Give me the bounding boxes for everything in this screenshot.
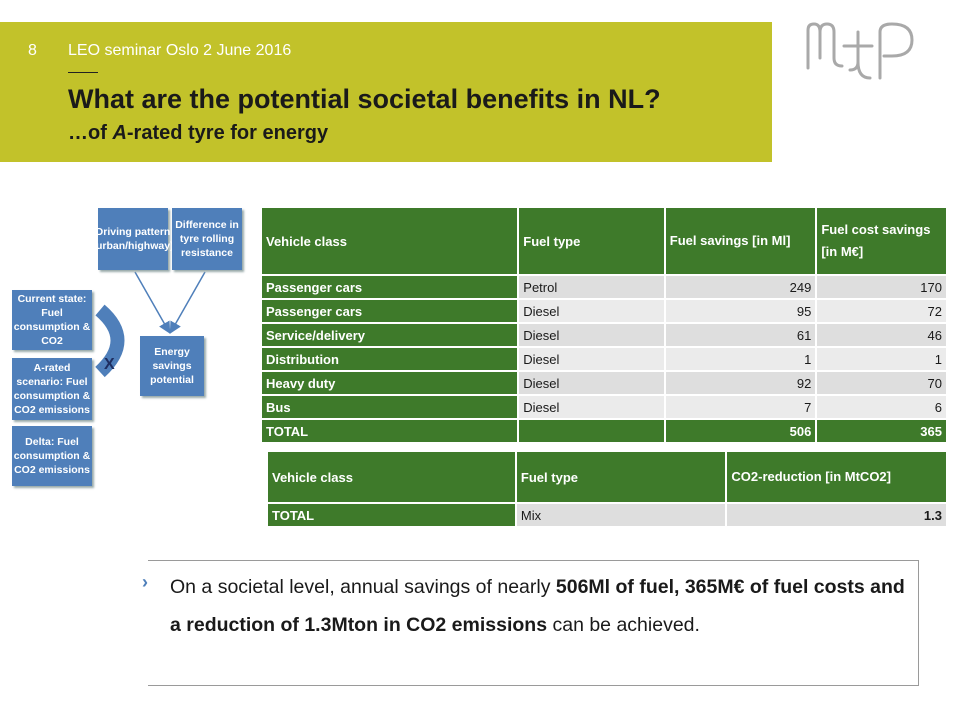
- table-header-row: Vehicle class Fuel type CO2-reduction [i…: [268, 452, 946, 502]
- total-cost-savings: 365: [817, 420, 946, 442]
- row-vehicle-class: Passenger cars: [262, 276, 518, 298]
- row-cost-savings: 46: [817, 324, 946, 346]
- summary-text: On a societal level, annual savings of n…: [170, 568, 910, 644]
- current-state-label: Current state: Fuel consumption & CO2: [13, 293, 91, 347]
- row-cost-savings: 6: [817, 396, 946, 418]
- header-co2-reduction: CO2-reduction [in MtCO2]: [727, 452, 946, 502]
- row-co2-reduction: 1.3: [727, 504, 946, 526]
- total-fuel-type: [519, 420, 664, 442]
- row-fuel-type: Petrol: [519, 276, 664, 298]
- table-row: Passenger cars Petrol 249 170: [262, 276, 946, 298]
- row-fuel-type: Diesel: [519, 324, 664, 346]
- total-label: TOTAL: [262, 420, 518, 442]
- driving-pattern-box: Driving pattern (urban/highway): [92, 208, 174, 270]
- summary-box: [148, 560, 919, 686]
- header-fuel-savings: Fuel savings [in Ml]: [665, 208, 816, 274]
- co2-reduction-table: Vehicle class Fuel type CO2-reduction [i…: [266, 450, 948, 528]
- table-row: Bus Diesel 7 6: [262, 396, 946, 418]
- subtitle-pre: …of: [68, 122, 113, 144]
- header-fuel-cost-savings: Fuel cost savings [in M€]: [817, 208, 946, 274]
- slide-title: What are the potential societal benefits…: [68, 84, 661, 114]
- row-fuel-savings: 92: [665, 372, 816, 394]
- row-fuel-type: Diesel: [519, 372, 664, 394]
- header-vehicle-class: Vehicle class: [262, 208, 518, 274]
- header-vehicle-class: Vehicle class: [268, 452, 515, 502]
- driving-pattern-label: Driving pattern (urban/highway): [92, 226, 174, 252]
- row-fuel-savings: 61: [665, 324, 816, 346]
- header-band: 8 LEO seminar Oslo 2 June 2016 What are …: [0, 22, 772, 162]
- row-fuel-type: Diesel: [519, 396, 664, 418]
- row-vehicle-class: Distribution: [262, 348, 518, 370]
- row-fuel-type: Mix: [516, 504, 726, 526]
- row-vehicle-class: Bus: [262, 396, 518, 418]
- a-rated-box: A-rated scenario: Fuel consumption & CO2…: [12, 358, 92, 420]
- row-cost-savings: 170: [817, 276, 946, 298]
- bullet-arrow-icon: ›: [142, 572, 148, 592]
- subtitle-em: A: [112, 122, 127, 144]
- multiply-operator: X: [104, 356, 115, 373]
- fuel-savings-table: Vehicle class Fuel type Fuel savings [in…: [260, 206, 948, 444]
- row-cost-savings: 70: [817, 372, 946, 394]
- row-vehicle-class: TOTAL: [268, 504, 515, 526]
- header-fuel-type: Fuel type: [519, 208, 664, 274]
- slide-number: 8: [28, 42, 37, 59]
- row-vehicle-class: Service/delivery: [262, 324, 518, 346]
- table-row: Heavy duty Diesel 92 70: [262, 372, 946, 394]
- current-state-box: Current state: Fuel consumption & CO2: [12, 290, 92, 350]
- summary-text-2: can be achieved.: [547, 614, 700, 636]
- seminar-label: LEO seminar Oslo 2 June 2016: [68, 42, 292, 59]
- table-row: TOTAL Mix 1.3: [268, 504, 946, 526]
- total-fuel-savings: 506: [665, 420, 816, 442]
- table-total-row: TOTAL 506 365: [262, 420, 946, 442]
- tyre-difference-box: Difference in tyre rolling resistance: [172, 208, 242, 270]
- row-fuel-savings: 249: [665, 276, 816, 298]
- table-row: Passenger cars Diesel 95 72: [262, 300, 946, 322]
- row-vehicle-class: Heavy duty: [262, 372, 518, 394]
- energy-savings-label: Energy savings potential: [150, 346, 194, 386]
- a-rated-label: A-rated scenario: Fuel consumption & CO2…: [13, 362, 91, 416]
- row-cost-savings: 72: [817, 300, 946, 322]
- table-row: Service/delivery Diesel 61 46: [262, 324, 946, 346]
- process-diagram: Driving pattern (urban/highway) Differen…: [0, 200, 250, 500]
- row-fuel-savings: 95: [665, 300, 816, 322]
- row-cost-savings: 1: [817, 348, 946, 370]
- slide-subtitle: …of A-rated tyre for energy: [68, 122, 328, 145]
- subtitle-post: -rated tyre for energy: [126, 122, 329, 144]
- header-fuel-type: Fuel type: [516, 452, 726, 502]
- row-fuel-type: Diesel: [519, 348, 664, 370]
- summary-text-bold: 506Ml of fuel, 365M€ of fuel costs and a…: [170, 576, 905, 636]
- table-row: Distribution Diesel 1 1: [262, 348, 946, 370]
- delta-box: Delta: Fuel consumption & CO2 emissions: [12, 426, 92, 486]
- diagram-arrows: [95, 271, 206, 378]
- row-fuel-savings: 1: [665, 348, 816, 370]
- header-rule: [68, 72, 98, 73]
- delta-label: Delta: Fuel consumption & CO2 emissions: [13, 436, 91, 476]
- mp-logo-icon: [806, 22, 914, 80]
- row-fuel-type: Diesel: [519, 300, 664, 322]
- energy-savings-box: Energy savings potential: [140, 336, 204, 396]
- tyre-difference-label: Difference in tyre rolling resistance: [175, 219, 239, 259]
- summary-text-1: On a societal level, annual savings of n…: [170, 576, 556, 598]
- table-header-row: Vehicle class Fuel type Fuel savings [in…: [262, 208, 946, 274]
- row-vehicle-class: Passenger cars: [262, 300, 518, 322]
- row-fuel-savings: 7: [665, 396, 816, 418]
